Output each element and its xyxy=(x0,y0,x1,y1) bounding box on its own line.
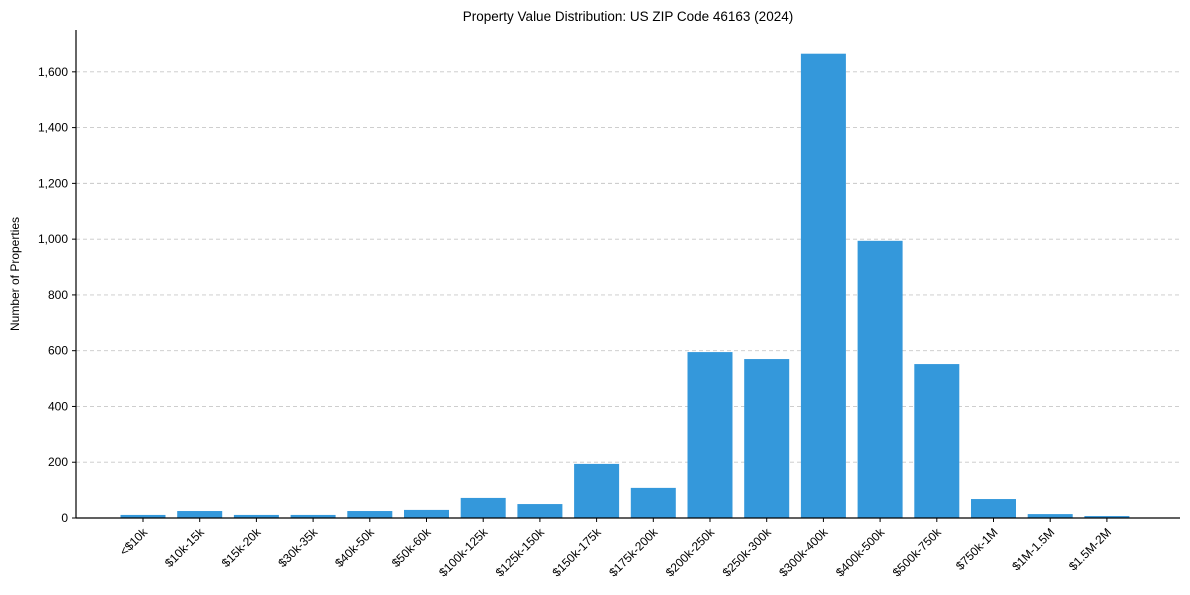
bar xyxy=(744,359,790,518)
x-tick-label: $125k-150k xyxy=(493,525,548,580)
x-tick-label: <$10k xyxy=(117,525,151,559)
x-tick-label: $300k-400k xyxy=(776,525,831,580)
x-ticks: <$10k $10k-15k $15k-20k $30k-35k $40k-50k $50… xyxy=(117,518,1114,579)
x-tick-label: $10k-15k xyxy=(162,525,208,571)
x-tick-label: $250k-300k xyxy=(720,525,775,580)
y-tick-label: 1,400 xyxy=(38,121,68,135)
bar xyxy=(290,514,336,518)
x-tick-label: $40k-50k xyxy=(332,525,378,571)
x-tick-label: $400k-500k xyxy=(833,525,888,580)
bar xyxy=(347,511,393,518)
x-tick-label: $15k-20k xyxy=(219,525,265,571)
y-ticks: 0 200 400 600 800 1,000 1,200 1,400 1,600 xyxy=(38,65,76,525)
y-tick-label: 1,000 xyxy=(38,232,68,246)
x-tick-label: $175k-200k xyxy=(606,525,661,580)
x-tick-label: $750k-1M xyxy=(953,525,1001,573)
bar xyxy=(914,364,960,518)
x-tick-label: $200k-250k xyxy=(663,525,718,580)
y-tick-label: 1,200 xyxy=(38,176,68,190)
y-tick-label: 600 xyxy=(48,344,68,358)
x-tick-label: $30k-35k xyxy=(275,525,321,571)
bar xyxy=(1084,516,1130,518)
bar xyxy=(971,499,1016,518)
bar xyxy=(517,504,563,518)
bar xyxy=(120,514,166,518)
bar xyxy=(404,509,449,518)
bar xyxy=(630,487,676,518)
bar xyxy=(233,514,279,518)
bars xyxy=(120,53,1130,519)
chart-title: Property Value Distribution: US ZIP Code… xyxy=(463,9,793,24)
x-tick-label: $100k-125k xyxy=(436,525,491,580)
x-tick-label: $50k-60k xyxy=(389,525,435,571)
bar xyxy=(460,497,506,518)
y-axis-label: Number of Properties xyxy=(8,217,22,331)
bar xyxy=(800,53,846,519)
bar xyxy=(574,463,620,518)
y-tick-label: 400 xyxy=(48,399,68,413)
y-tick-label: 200 xyxy=(48,455,68,469)
y-tick-label: 800 xyxy=(48,288,68,302)
x-tick-label: $1M-1.5M xyxy=(1009,525,1057,573)
bar xyxy=(687,352,733,518)
bar xyxy=(177,511,223,518)
x-tick-label: $500k-750k xyxy=(890,525,945,580)
y-tick-label: 0 xyxy=(61,511,68,525)
gridlines xyxy=(76,71,1180,463)
x-tick-label: $150k-175k xyxy=(549,525,604,580)
x-tick-label: $1.5M-2M xyxy=(1066,525,1114,573)
y-tick-label: 1,600 xyxy=(38,65,68,79)
bar xyxy=(857,240,903,519)
bar xyxy=(1027,514,1073,518)
